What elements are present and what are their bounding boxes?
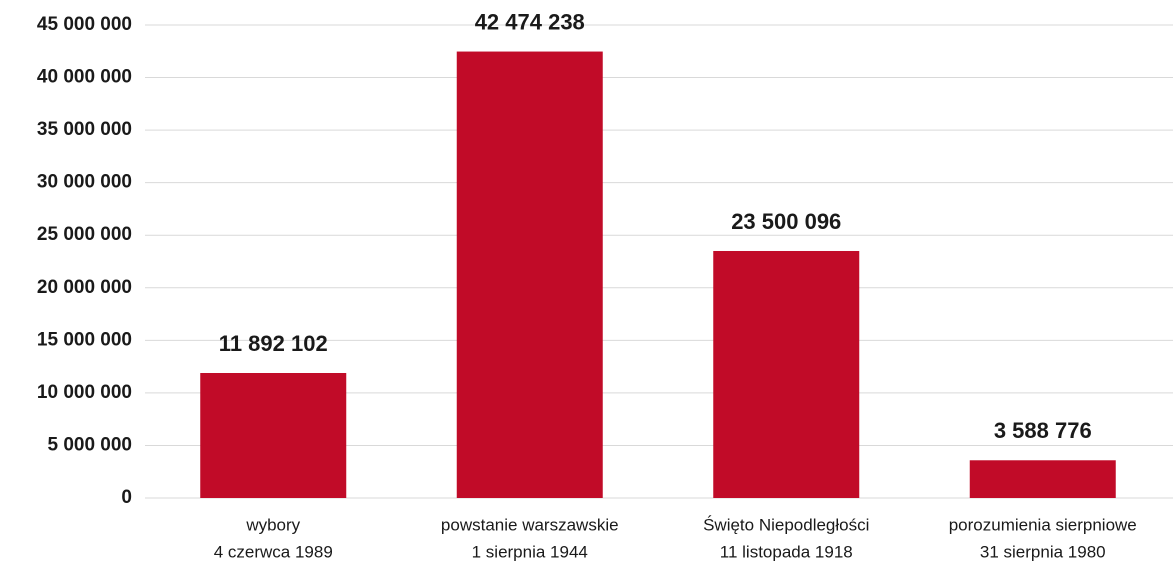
- x-tick-label: powstanie warszawskie: [441, 515, 619, 534]
- y-tick-label: 20 000 000: [37, 277, 132, 298]
- x-tick-label: 4 czerwca 1989: [214, 542, 333, 561]
- x-tick-label: 31 sierpnia 1980: [980, 542, 1106, 561]
- y-tick-label: 10 000 000: [37, 382, 132, 403]
- x-tick-label: 11 listopada 1918: [720, 542, 853, 561]
- bar: [200, 373, 347, 498]
- y-tick-label: 35 000 000: [37, 119, 132, 140]
- x-tick-label: wybory: [245, 515, 300, 534]
- value-label: 42 474 238: [475, 9, 585, 34]
- bar: [456, 51, 603, 499]
- x-tick-label: porozumienia sierpniowe: [949, 515, 1137, 534]
- value-label: 3 588 776: [994, 418, 1092, 443]
- y-tick-label: 30 000 000: [37, 172, 132, 193]
- y-tick-label: 25 000 000: [37, 224, 132, 245]
- y-tick-label: 0: [121, 487, 132, 508]
- y-tick-label: 5 000 000: [47, 434, 132, 455]
- value-label: 11 892 102: [219, 331, 328, 356]
- bar: [713, 250, 860, 498]
- x-tick-label: Święto Niepodległości: [703, 515, 869, 534]
- y-tick-label: 45 000 000: [37, 14, 132, 35]
- value-label: 23 500 096: [731, 209, 841, 234]
- bar: [969, 460, 1116, 498]
- y-tick-label: 15 000 000: [37, 329, 132, 350]
- y-tick-label: 40 000 000: [37, 67, 132, 88]
- x-tick-label: 1 sierpnia 1944: [472, 542, 588, 561]
